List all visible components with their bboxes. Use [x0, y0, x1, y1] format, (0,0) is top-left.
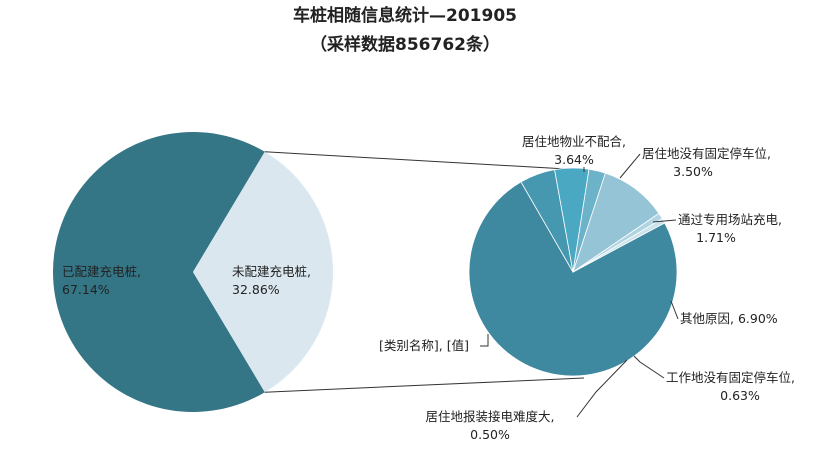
label-dedicated-station-value: 1.71% [696, 230, 736, 245]
connector-bottom [264, 377, 585, 393]
chart-subtitle: （采样数据856762条） [310, 34, 500, 55]
leader-other-reasons [670, 300, 679, 320]
label-power-install-value: 0.50% [470, 427, 510, 442]
chart-title: 车桩相随信息统计—201905 [293, 5, 517, 26]
label-no-home-parking-value: 3.50% [673, 164, 713, 179]
leader-no-work-parking [633, 355, 665, 379]
label-category-placeholder: [类别名称], [值] [379, 338, 469, 353]
connector-top [264, 151, 585, 171]
label-power-install: 居住地报装接电难度大, [426, 409, 555, 424]
label-other-reasons: 其他原因, 6.90% [680, 311, 778, 326]
label-no-home-parking: 居住地没有固定停车位, [642, 146, 771, 161]
label-dedicated-station: 通过专用场站充电, [678, 212, 782, 227]
secondary-pie [468, 167, 678, 377]
secondary-slice-4 [572, 172, 660, 273]
main-pie [53, 132, 334, 412]
leader-dedicated-station [652, 219, 677, 223]
label-no-work-parking-value: 0.63% [720, 388, 760, 403]
leader-power-install [576, 359, 628, 418]
leader-category-placeholder [480, 334, 489, 347]
label-no-work-parking: 工作地没有固定停车位, [666, 370, 795, 385]
main-slice-not-configured [193, 151, 334, 393]
label-main-not-configured: 未配建充电桩, 32.86% [232, 264, 311, 297]
main-slice-configured [53, 132, 265, 412]
connector-lines [264, 151, 585, 393]
leader-no-home-parking [619, 153, 641, 179]
label-main-configured: 已配建充电桩, 67.14% [62, 264, 141, 297]
label-property-mgmt: 居住地物业不配合, 3.64% [522, 134, 626, 167]
secondary-slice-0 [468, 181, 678, 377]
data-labels: 已配建充电桩, 67.14% 未配建充电桩, 32.86% 居住地物业不配合, 3.64%… [62, 134, 795, 442]
